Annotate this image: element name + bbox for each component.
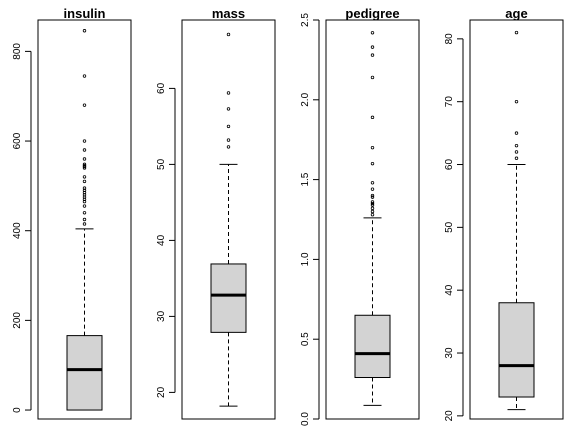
- outlier-point: [370, 181, 375, 185]
- iqr-box: [210, 263, 247, 333]
- outlier-point: [514, 143, 519, 148]
- outlier-point: [226, 91, 231, 95]
- panel-title: mass: [212, 6, 245, 21]
- panel-age: age 20 30 40 50 60 70 80: [444, 6, 564, 422]
- outlier-point: [82, 29, 87, 33]
- outlier-point: [370, 193, 375, 198]
- outlier-point: [226, 138, 231, 142]
- y-tick-label: 1.0: [300, 252, 311, 266]
- outlier-point: [82, 157, 87, 161]
- panel-title: pedigree: [345, 6, 399, 21]
- y-tick-label: 60: [156, 82, 167, 94]
- outlier-point: [370, 201, 375, 206]
- y-tick-label: 20: [444, 410, 455, 422]
- y-tick-label: 70: [444, 96, 455, 108]
- y-tick-label: 2.0: [300, 92, 311, 106]
- y-tick-label: 600: [12, 132, 23, 149]
- outlier-point: [514, 99, 519, 104]
- outlier-point: [370, 75, 375, 80]
- panel-pedigree: pedigree 0.0 0.5 1.0 1.5 2.0 2.5: [300, 6, 420, 426]
- outlier-point: [514, 150, 519, 154]
- outlier-point: [370, 203, 375, 207]
- plot-frame: [37, 19, 132, 420]
- outlier-point: [370, 213, 375, 217]
- y-tick-label: 2.5: [300, 13, 311, 27]
- y-tick-label: 0.5: [300, 332, 311, 346]
- plot-frame: [325, 19, 420, 420]
- outlier-point: [82, 139, 87, 143]
- panel-insulin: insulin 0 200 400 600 800: [12, 6, 132, 420]
- y-tick-label: 0.0: [300, 412, 311, 426]
- outlier-point: [514, 131, 519, 135]
- outlier-point: [82, 186, 87, 190]
- panel-mass: mass 20 30 40 50 60: [156, 6, 276, 420]
- plot-frame: [469, 19, 564, 420]
- outlier-point: [514, 30, 519, 35]
- y-tick-label: 80: [444, 33, 455, 45]
- outlier-point: [370, 187, 375, 191]
- iqr-box: [66, 335, 103, 411]
- outlier-point: [370, 195, 375, 199]
- y-tick-label: 30: [444, 347, 455, 359]
- y-tick-label: 60: [444, 159, 455, 171]
- outlier-point: [514, 156, 519, 160]
- outlier-point: [226, 124, 231, 129]
- outlier-point: [82, 179, 87, 184]
- outlier-point: [82, 162, 87, 167]
- outlier-point: [82, 204, 87, 208]
- outlier-point: [226, 145, 231, 149]
- y-tick-label: 400: [12, 222, 23, 239]
- outlier-point: [226, 32, 231, 37]
- outlier-point: [82, 211, 87, 215]
- outlier-point: [370, 206, 375, 211]
- outlier-point: [82, 103, 87, 107]
- panel-title: insulin: [64, 6, 106, 21]
- outlier-point: [226, 107, 231, 111]
- outlier-point: [370, 115, 375, 120]
- iqr-box: [354, 314, 391, 379]
- outlier-point: [370, 200, 375, 204]
- y-tick-label: 30: [156, 310, 167, 322]
- outlier-point: [370, 209, 375, 214]
- y-tick-label: 50: [156, 158, 167, 170]
- outlier-point: [370, 31, 375, 35]
- y-tick-label: 200: [12, 312, 23, 329]
- y-tick-label: 40: [444, 284, 455, 296]
- outlier-point: [370, 145, 375, 150]
- outlier-point: [82, 74, 87, 78]
- outlier-point: [82, 175, 87, 179]
- y-tick-label: 0: [12, 407, 23, 413]
- outlier-point: [82, 148, 87, 152]
- y-tick-label: 20: [156, 386, 167, 398]
- outlier-point: [82, 217, 87, 222]
- plot-frame: [181, 19, 276, 420]
- outlier-point: [370, 53, 375, 57]
- y-tick-label: 1.5: [300, 172, 311, 186]
- outlier-point: [370, 45, 375, 49]
- panel-title: age: [505, 6, 527, 21]
- y-tick-label: 40: [156, 234, 167, 246]
- y-tick-label: 50: [444, 221, 455, 233]
- outlier-point: [82, 222, 87, 226]
- outlier-point: [370, 161, 375, 166]
- y-tick-label: 800: [12, 43, 23, 60]
- outlier-point: [82, 164, 87, 168]
- iqr-box: [498, 302, 535, 398]
